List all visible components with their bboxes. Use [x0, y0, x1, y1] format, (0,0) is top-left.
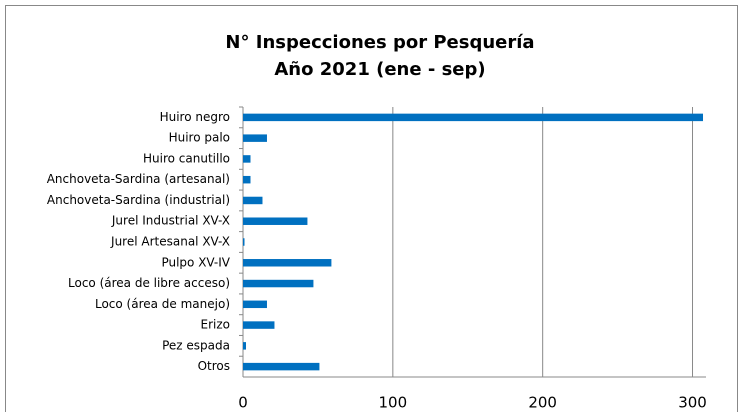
bar: [243, 238, 245, 246]
bar: [243, 155, 251, 163]
y-tick-label: Pulpo XV-IV: [161, 255, 230, 269]
chart-frame: [5, 5, 738, 412]
bar: [243, 217, 308, 225]
y-tick-label: Anchoveta-Sardina (artesanal): [47, 172, 230, 186]
x-tick-label: 200: [528, 394, 557, 412]
y-tick-label: Pez espada: [162, 338, 230, 352]
y-tick-label: Erizo: [201, 318, 231, 332]
x-tick-label: 0: [238, 394, 248, 412]
chart-title: N° Inspecciones por Pesquería: [225, 32, 534, 53]
bar: [243, 196, 263, 205]
y-tick-label: Huiro negro: [160, 110, 230, 124]
y-tick-label: Loco (área de libre acceso): [68, 276, 230, 290]
y-tick-label: Huiro canutillo: [143, 151, 230, 165]
bar: [243, 279, 314, 288]
y-tick-label: Huiro palo: [169, 131, 230, 145]
bar: [243, 300, 267, 309]
bar: [243, 113, 704, 122]
bar: [243, 362, 320, 371]
y-tick-label: Anchoveta-Sardina (industrial): [47, 193, 230, 207]
bar: [243, 175, 251, 184]
y-tick-label: Loco (área de manejo): [95, 297, 230, 311]
bar: [243, 321, 275, 329]
y-tick-label: Otros: [198, 359, 230, 373]
bar: [243, 342, 246, 350]
y-tick-label: Jurel Industrial XV-X: [111, 214, 230, 228]
bar: [243, 134, 267, 142]
bar: [243, 259, 332, 267]
x-tick-label: 100: [379, 394, 408, 412]
x-tick-label: 300: [678, 394, 707, 412]
chart-subtitle: Año 2021 (ene - sep): [274, 59, 485, 80]
y-tick-label: Jurel Artesanal XV-X: [110, 235, 230, 249]
